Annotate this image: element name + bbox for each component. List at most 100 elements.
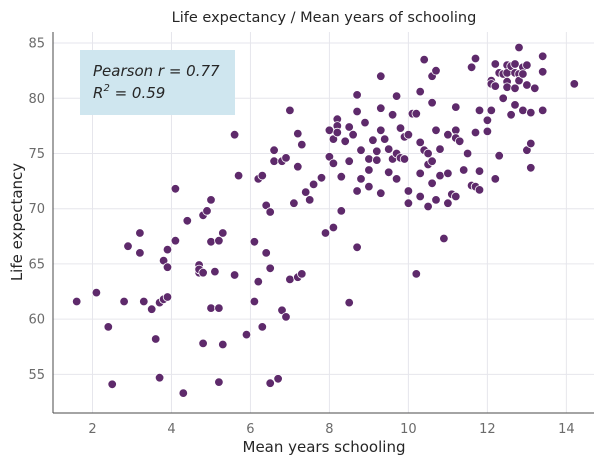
data-point [336, 171, 347, 182]
x-tick-label: 12 [479, 422, 496, 437]
data-point [249, 296, 260, 307]
data-point [490, 59, 501, 69]
data-point [206, 303, 216, 313]
data-point [427, 178, 437, 189]
data-point [380, 134, 390, 144]
data-point [285, 274, 295, 285]
data-point [308, 179, 319, 190]
data-point [301, 187, 311, 197]
data-point [154, 373, 165, 383]
data-point [423, 148, 433, 159]
data-point [387, 110, 398, 120]
data-point [376, 103, 386, 113]
data-point [518, 105, 528, 116]
data-point [399, 154, 410, 164]
data-point [431, 125, 441, 136]
data-point [466, 62, 477, 73]
data-point [293, 161, 303, 172]
data-point [403, 129, 414, 140]
data-point [482, 115, 493, 126]
data-point [103, 322, 114, 332]
data-point [198, 268, 208, 278]
y-tick-label: 60 [28, 313, 45, 328]
x-tick-label: 8 [325, 422, 333, 437]
data-point [202, 206, 212, 216]
y-tick-label: 75 [28, 147, 45, 162]
data-point [459, 165, 469, 175]
data-point [372, 155, 382, 165]
data-point [415, 168, 425, 179]
x-tick-labels: 2 4 6 8 10 12 14 [88, 422, 574, 437]
data-point [328, 222, 339, 233]
data-point [233, 170, 244, 181]
data-point [316, 173, 327, 183]
x-tick-label: 6 [246, 422, 254, 437]
data-point [364, 154, 374, 164]
data-point [415, 137, 425, 148]
data-point [249, 237, 260, 247]
data-point [391, 91, 402, 101]
data-point [229, 129, 240, 140]
data-point [356, 145, 366, 155]
stats-annotation: Pearson r = 0.77 R2 = 0.59 [80, 50, 235, 115]
data-point [506, 110, 516, 120]
data-point [162, 262, 173, 272]
data-point [324, 125, 335, 136]
data-point [439, 233, 449, 244]
data-point [269, 145, 279, 155]
data-point [273, 374, 283, 384]
data-point [206, 237, 216, 247]
data-point [146, 304, 157, 314]
data-point [289, 198, 299, 208]
data-point [419, 54, 429, 65]
data-point [352, 90, 362, 100]
data-point [344, 297, 354, 308]
data-point [431, 195, 441, 205]
data-point [526, 163, 536, 173]
data-point [423, 201, 433, 212]
data-point [411, 269, 422, 279]
data-point [206, 195, 216, 205]
data-point [510, 100, 520, 110]
data-point [364, 165, 374, 175]
data-point [297, 139, 307, 150]
data-point [470, 53, 481, 64]
data-point [502, 82, 512, 92]
data-point [139, 296, 149, 307]
data-point [150, 334, 161, 344]
y-tick-label: 65 [28, 257, 45, 272]
data-point [486, 105, 497, 116]
data-points [71, 42, 580, 398]
data-point [435, 170, 445, 181]
data-point [218, 228, 228, 238]
data-point [451, 102, 461, 112]
data-point [526, 138, 536, 149]
data-point [384, 144, 394, 154]
data-point [470, 127, 481, 138]
y-tick-label: 80 [28, 92, 45, 107]
data-point [170, 184, 181, 194]
annotation-box [80, 50, 235, 115]
data-point [210, 266, 220, 277]
data-point [443, 129, 453, 140]
data-point [510, 59, 520, 69]
y-axis-label: Life expectancy [8, 163, 26, 281]
data-point [482, 126, 493, 137]
data-point [522, 60, 532, 70]
data-point [182, 216, 193, 226]
r-squared-label: R2 = 0.59 [93, 83, 165, 102]
axes [52, 32, 594, 414]
data-point [320, 228, 331, 238]
x-tick-label: 2 [88, 422, 96, 437]
data-point [135, 248, 145, 258]
data-point [376, 71, 386, 81]
data-point [494, 150, 504, 161]
data-point [107, 379, 117, 390]
data-point [281, 312, 291, 322]
data-point [135, 228, 145, 238]
data-point [261, 248, 271, 258]
r-squared-value: = 0.59 [110, 84, 166, 102]
data-point [253, 276, 263, 287]
data-point [435, 144, 445, 154]
